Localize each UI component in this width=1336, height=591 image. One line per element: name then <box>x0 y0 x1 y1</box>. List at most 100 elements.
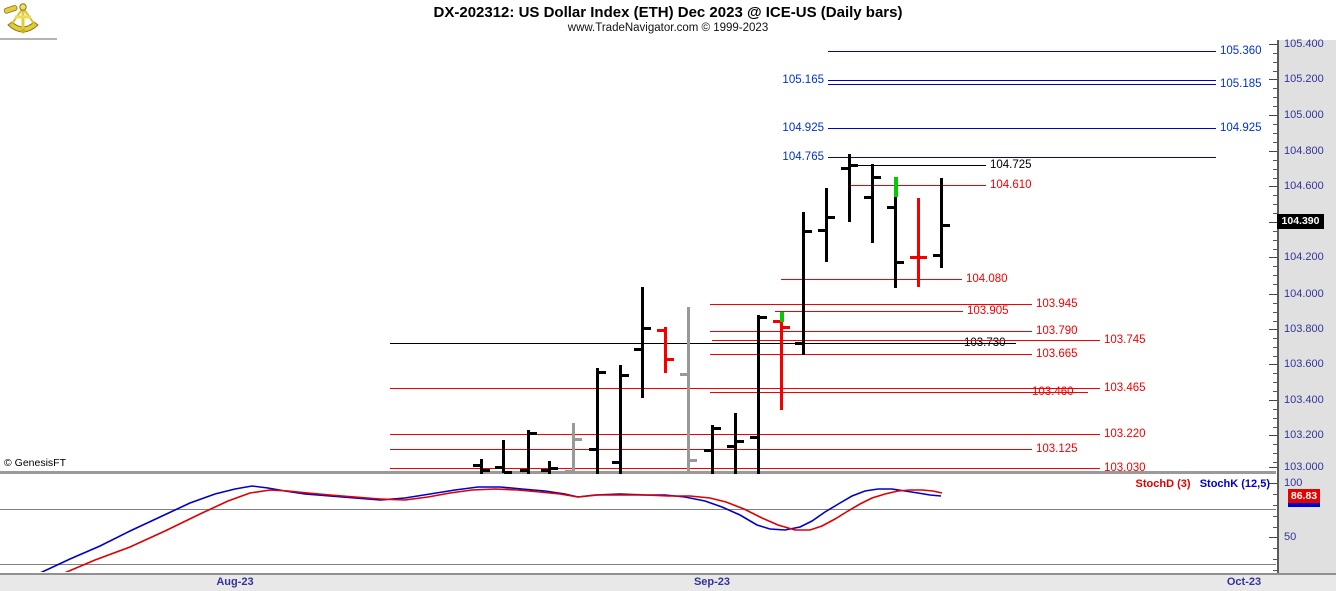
date-axis-label: Aug-23 <box>216 576 254 588</box>
price-axis-minor-tick <box>1273 443 1277 445</box>
price-axis-minor-tick <box>1273 239 1277 241</box>
stoch-d-line <box>64 488 943 572</box>
price-axis-label: 104.600 <box>1284 180 1324 192</box>
ohlc-bar <box>894 177 897 288</box>
ohlc-bar <box>917 198 920 287</box>
price-axis-label: 105.400 <box>1284 38 1324 50</box>
logo-underline <box>0 38 57 41</box>
price-chart-area[interactable]: 105.360 105.165 105.185 104.925 104.925 104.7… <box>0 40 1276 474</box>
price-axis-minor-tick <box>1273 381 1277 383</box>
price-axis-minor-tick <box>1273 426 1277 428</box>
ohlc-bar <box>596 368 599 474</box>
price-axis-label: 104.800 <box>1284 145 1324 157</box>
ohlc-close-tick <box>759 316 767 319</box>
ohlc-open-tick <box>565 470 573 473</box>
price-level-label: 103.030 <box>1104 462 1146 474</box>
ohlc-open-tick <box>704 449 712 452</box>
price-level-line <box>710 392 1088 393</box>
ohlc-open-tick <box>727 445 735 448</box>
genesisft-watermark: © GenesisFT <box>4 457 67 469</box>
ohlc-close-tick <box>643 327 651 330</box>
ohlc-open-tick <box>910 256 918 259</box>
price-axis-minor-tick <box>1273 132 1277 134</box>
price-level-line <box>828 80 1216 81</box>
price-level-label: 104.925 <box>1220 122 1262 134</box>
price-axis-minor-tick <box>1273 105 1277 107</box>
stochk-legend-label[interactable]: StochK (12,5) <box>1199 478 1270 490</box>
price-level-label: 103.665 <box>1036 348 1078 360</box>
ohlc-bar <box>548 461 551 474</box>
price-axis-minor-tick <box>1273 123 1277 125</box>
ohlc-close-tick <box>482 469 490 472</box>
price-axis-major-tick <box>1269 329 1277 330</box>
ohlc-close-tick <box>621 374 629 377</box>
price-level-line <box>390 468 1100 469</box>
stoch-axis-minor-tick <box>1273 516 1277 517</box>
price-axis-minor-tick <box>1273 141 1277 143</box>
ohlc-bar <box>848 154 851 222</box>
ohlc-bar <box>619 365 622 474</box>
stochastic-curves <box>40 485 943 572</box>
price-level-label: 103.790 <box>1036 325 1078 337</box>
stoch-gridline <box>0 509 1276 510</box>
price-level-line <box>781 279 962 280</box>
price-level-label: 103.745 <box>1104 334 1146 346</box>
price-axis-minor-tick <box>1273 203 1277 205</box>
chart-subtitle: www.TradeNavigator.com © 1999-2023 <box>567 22 769 34</box>
stochd-legend-label[interactable]: StochD (3) <box>1135 478 1191 490</box>
ohlc-open-tick <box>818 229 826 232</box>
date-axis-label: Oct-23 <box>1226 576 1262 588</box>
ohlc-bar <box>641 287 644 398</box>
price-axis-major-tick <box>1269 222 1277 223</box>
price-level-label: 104.725 <box>990 159 1032 171</box>
price-axis-label: 105.200 <box>1284 73 1324 85</box>
price-axis-minor-tick <box>1273 320 1277 322</box>
price-axis-minor-tick <box>1273 159 1277 161</box>
price-axis-major-tick <box>1269 186 1277 187</box>
price-axis-major-tick <box>1269 435 1277 436</box>
price-axis-label: 104.200 <box>1284 251 1324 263</box>
price-axis-major-tick <box>1269 467 1277 468</box>
price-axis-minor-tick <box>1273 248 1277 250</box>
stoch-axis-major-tick <box>1269 537 1277 538</box>
ohlc-open-tick <box>887 206 895 209</box>
ohlc-open-tick <box>495 466 503 469</box>
price-axis-major-tick <box>1269 294 1277 295</box>
ohlc-bar <box>527 430 530 474</box>
ohlc-close-tick <box>574 438 582 441</box>
ohlc-bar <box>757 315 760 474</box>
ohlc-open-tick <box>773 320 781 323</box>
ohlc-close-tick <box>666 358 674 361</box>
ohlc-bar <box>871 164 874 243</box>
price-axis-label: 103.000 <box>1284 461 1324 473</box>
ohlc-close-tick <box>804 230 812 233</box>
ohlc-close-tick <box>919 256 927 259</box>
ohlc-open-tick <box>680 373 688 376</box>
price-level-line <box>828 157 1216 158</box>
ohlc-close-tick <box>942 224 950 227</box>
ohlc-open-tick <box>541 469 549 472</box>
stoch-axis-minor-tick <box>1273 570 1277 571</box>
tradenavigator-sextant-icon[interactable] <box>3 1 43 38</box>
stoch-k-badge-sliver <box>1288 503 1320 507</box>
ohlc-open-tick <box>473 464 481 467</box>
price-level-label: 105.185 <box>1220 78 1262 90</box>
price-axis-major-tick <box>1269 400 1277 401</box>
price-level-label: 104.765 <box>782 151 824 163</box>
price-axis-major-tick <box>1269 257 1277 258</box>
ohlc-close-tick <box>850 164 858 167</box>
price-axis-minor-tick <box>1273 194 1277 196</box>
price-level-label: 103.125 <box>1036 443 1078 455</box>
ohlc-open-tick <box>795 342 803 345</box>
stoch-axis-label: 100 <box>1284 477 1303 489</box>
price-level-label: 104.080 <box>966 273 1008 285</box>
stoch-axis-minor-tick <box>1273 527 1277 528</box>
price-level-line <box>710 354 1032 355</box>
price-axis-minor-tick <box>1273 372 1277 374</box>
ohlc-close-tick <box>504 471 512 474</box>
date-axis[interactable] <box>0 573 1336 591</box>
stochastic-panel[interactable] <box>0 474 1276 572</box>
price-axis-major-tick <box>1269 44 1277 45</box>
price-axis[interactable] <box>1277 40 1336 573</box>
